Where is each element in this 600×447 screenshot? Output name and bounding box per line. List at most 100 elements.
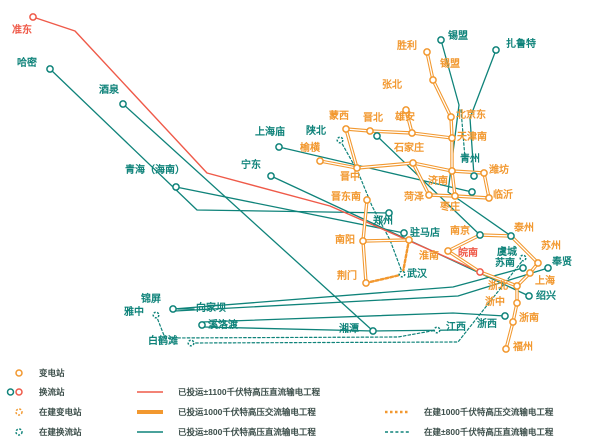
station-node-taizhou [507,232,515,240]
station-node-hami [46,65,54,73]
line-dc [172,267,524,310]
station-node-suzhou [534,259,542,267]
legend-label: 在建变电站 [39,407,82,417]
substation-icon [15,369,23,377]
station-node-jinbei-conv [373,132,381,140]
station-node-ximeng-conv [437,36,445,44]
line-dcu [155,314,438,339]
legend-label: 在建换流站 [39,427,82,437]
station-node-beijingdong [447,113,455,121]
station-node-baihetan [187,339,195,347]
station-node-jindongnan [363,196,371,204]
station-node-nanjing [476,231,484,239]
legend-item-converter-station: 换流站 [6,385,65,399]
legend-item-ac-1000-under-construction-line: 在建1000千伏特高压交流输电工程 [382,405,553,419]
station-node-ximeng-sub [429,76,437,84]
line-acu [401,238,411,274]
line-dc [469,49,497,177]
station-node-yazhong [152,311,160,319]
legend-item-dc-800-line: 已投运±800千伏特高压直流输电工程 [134,425,316,439]
station-node-fengxian [544,264,552,272]
station-node-shanghaimiao [275,143,283,151]
station-node-zhumadian-conv [400,229,408,237]
legend-item-ac-1000-line: 已投运1000千伏特高压交流输电工程 [134,405,316,419]
line-ac [345,128,358,169]
substation-under-construction-icon [15,408,23,416]
line-red [32,16,481,273]
line-dcu [339,139,403,273]
line-acu [364,273,402,285]
legend-label: 在建1000千伏特高压交流输电工程 [424,407,554,417]
line-ac [405,109,413,134]
line-ac [483,172,490,199]
line-ac [362,239,410,242]
legend-label: 在建±800千伏特高压直流输电工程 [424,427,554,437]
line-dc [201,312,506,323]
legend-label: 已投运±1100千伏特高压直流输电工程 [178,387,321,397]
line-dcu [190,259,524,344]
station-node-zhezhong [513,299,521,307]
station-node-fuzhou [502,345,510,353]
station-node-nanyang [359,237,367,245]
station-node-shaoxing [525,292,533,300]
station-node-zhangbei [402,106,410,114]
dc-800-line-swatch [137,431,163,433]
station-node-huainan [444,247,452,255]
line-dc [376,135,481,236]
ac-1000-line-swatch [137,410,163,414]
line-ac [505,285,518,350]
station-node-zhebei [513,282,521,290]
station-node-qingzhou [470,172,478,180]
station-node-jinbei [366,127,374,135]
station-node-mengxi [342,125,350,133]
station-node-shaanbei [336,136,344,144]
station-node-jinzhong [353,164,361,172]
line-ac [412,162,430,196]
station-node-zhumadian-sub [405,236,413,244]
legend-item-dc-800-under-construction-line: 在建±800千伏特高压直流输电工程 [382,425,553,439]
station-node-ningdong [267,172,275,180]
station-node-xiangtan [369,327,377,335]
station-node-xiongan [408,129,416,137]
station-node-shijiazhuang [409,159,417,167]
station-node-wuhan [398,270,406,278]
station-node-yucheng [519,254,527,262]
station-node-xiluodu [198,321,206,329]
line-dc [122,103,374,332]
station-node-tianjinnan [448,134,456,142]
station-node-shengli [423,48,431,56]
dc-800-under-construction-swatch [385,431,409,433]
legend-item-substation-under-construction: 在建变电站 [6,405,82,419]
station-node-shanghai [526,269,534,277]
legend-label: 已投运1000千伏特高压交流输电工程 [178,407,316,417]
station-node-jiuquan [119,100,127,108]
line-dc [49,68,390,214]
station-node-yuheng [316,157,324,165]
line-dc [174,267,549,312]
converter-under-construction-icon [15,428,23,436]
station-node-zhundong [29,13,37,21]
line-ac [447,234,539,287]
station-node-heze [425,191,433,199]
line-ac [451,170,456,197]
ac-1000-under-construction-swatch [385,410,409,414]
legend-item-substation: 变电站 [6,366,65,380]
legend-item-converter-under-construction: 在建换流站 [6,425,82,439]
station-node-zhexi [501,312,509,320]
legend-label: 换流站 [39,387,65,397]
station-node-jiangxi [433,326,441,334]
station-node-zhenan [509,318,517,326]
station-node-qinghai [172,183,180,191]
station-node-jinping [169,305,177,313]
station-node-sunan [519,264,527,272]
legend-label: 已投运±800千伏特高压直流输电工程 [178,427,316,437]
station-node-zhalute [492,46,500,54]
station-node-zaozhuang [451,192,459,200]
dc-1100-line-swatch [137,391,163,393]
legend-item-dc-1100-line: 已投运±1100千伏特高压直流输电工程 [134,385,320,399]
station-node-jinan [448,167,456,175]
station-node-weifang [480,169,488,177]
station-node-linyi-conv [468,188,476,196]
